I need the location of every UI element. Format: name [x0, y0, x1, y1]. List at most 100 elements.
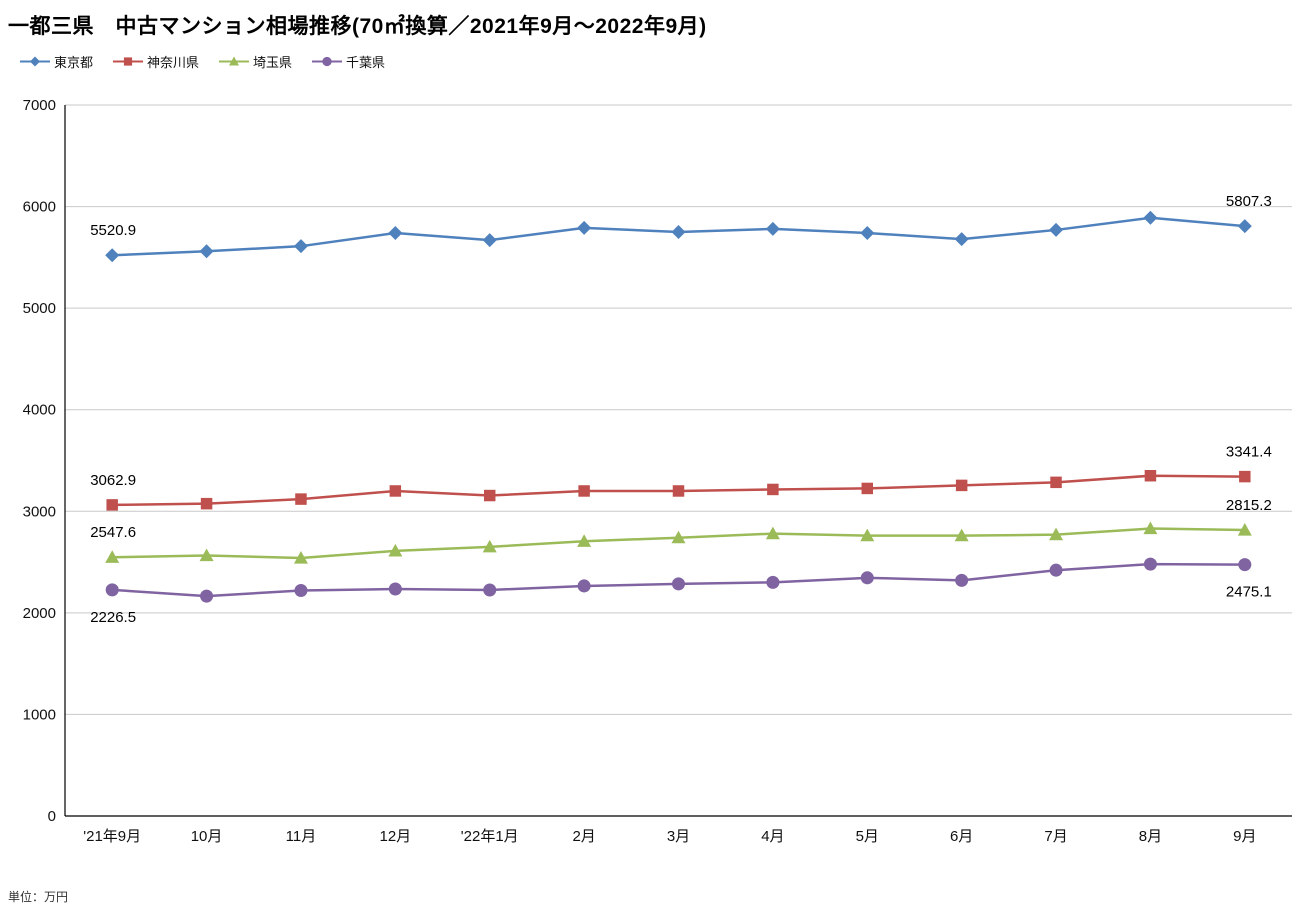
marker-circle-icon: [671, 577, 686, 591]
marker-diamond-icon: [671, 224, 686, 239]
x-tick-label: 9月: [1233, 828, 1256, 845]
first-point-label: 2226.5: [90, 609, 136, 626]
x-tick-label: 4月: [761, 828, 784, 845]
marker-triangle-icon: [1237, 523, 1252, 536]
x-tick-label: 10月: [191, 828, 223, 845]
first-point-label: 2547.6: [90, 524, 136, 541]
legend-label: 千葉県: [346, 54, 386, 70]
marker-diamond-icon: [577, 220, 592, 235]
legend: 東京都 神奈川県 埼玉県 千葉県: [20, 52, 1299, 71]
marker-square-icon: [578, 485, 590, 497]
marker-triangle-icon: [482, 539, 497, 553]
marker-diamond-icon: [30, 56, 40, 66]
x-tick-label: 11月: [286, 828, 317, 845]
marker-triangle-icon: [1143, 521, 1158, 535]
marker-circle-icon: [1238, 558, 1252, 572]
marker-square-icon: [955, 479, 968, 492]
marker-diamond-icon: [765, 221, 780, 236]
marker-diamond-icon: [954, 232, 969, 247]
marker-square-icon: [200, 497, 213, 510]
series-0: 5520.9 5807.3: [90, 193, 1272, 263]
marker-circle-icon: [766, 575, 780, 589]
marker-circle-icon: [860, 571, 874, 585]
chart-title: 一都三県 中古マンション相場推移(70㎡換算／2021年9月～2022年9月): [8, 15, 707, 38]
marker-triangle-icon: [577, 534, 592, 547]
marker-circle-icon: [322, 56, 332, 66]
marker-triangle-icon: [105, 550, 120, 563]
series-3: 2226.5 2475.1: [90, 557, 1272, 626]
y-tick-label: 4000: [23, 402, 56, 419]
marker-circle-icon: [483, 583, 497, 597]
marker-square-icon: [483, 489, 496, 502]
legend-item-3: 千葉県: [312, 52, 385, 71]
marker-square-icon: [123, 56, 133, 66]
marker-circle-icon: [1143, 557, 1157, 571]
last-point-label: 3341.4: [1226, 444, 1272, 461]
last-point-label: 2815.2: [1226, 497, 1272, 514]
last-point-label: 2475.1: [1226, 584, 1272, 601]
marker-square-icon: [1144, 469, 1157, 482]
marker-triangle-icon: [765, 526, 780, 540]
marker-diamond-icon: [1237, 219, 1252, 234]
marker-diamond-icon: [293, 239, 308, 254]
marker-circle-icon: [200, 589, 214, 603]
y-tick-label: 3000: [23, 503, 56, 520]
marker-circle-icon: [388, 582, 402, 596]
legend-label: 神奈川県: [147, 54, 200, 70]
marker-triangle-icon: [1049, 527, 1064, 541]
chart-page: { "title": "一都三県 中古マンション相場推移(70㎡換算／2021年…: [0, 14, 1299, 911]
marker-square-icon: [389, 485, 402, 497]
marker-diamond-icon: [1143, 210, 1158, 225]
y-tick-label: 1000: [23, 706, 56, 723]
marker-square-icon: [1050, 476, 1062, 489]
legend-marker-icon: [219, 56, 250, 65]
marker-square-icon: [672, 485, 685, 497]
marker-circle-icon: [294, 584, 308, 598]
marker-circle-icon: [577, 579, 591, 593]
line-chart: 0 1000 2000 3000 4000 5000 6000 7000 '21年9月 10月 11…: [23, 97, 1292, 845]
marker-diamond-icon: [482, 233, 497, 248]
x-tick-label: 8月: [1139, 828, 1162, 845]
x-tick-label: '21年9月: [83, 828, 141, 845]
marker-diamond-icon: [105, 248, 120, 263]
marker-diamond-icon: [860, 225, 875, 240]
legend-label: 埼玉県: [253, 54, 293, 70]
legend-marker-icon: [312, 56, 343, 66]
y-tick-label: 2000: [23, 605, 56, 622]
x-tick-label: '22年1月: [461, 828, 519, 845]
x-tick-label: 3月: [667, 828, 690, 845]
marker-triangle-icon: [293, 551, 308, 564]
y-tick-label: 6000: [23, 199, 56, 216]
y-tick-label: 5000: [23, 300, 56, 317]
first-point-label: 5520.9: [90, 222, 136, 239]
legend-item-2: 埼玉県: [219, 52, 292, 71]
legend-item-0: 東京都: [20, 52, 93, 71]
marker-triangle-icon: [229, 56, 240, 65]
marker-triangle-icon: [954, 528, 969, 542]
marker-square-icon: [1239, 470, 1251, 483]
marker-square-icon: [767, 483, 779, 496]
x-tick-label: 5月: [856, 828, 879, 845]
series-2: 2547.6 2815.2: [90, 497, 1272, 564]
x-tick-label: 12月: [380, 828, 412, 845]
x-tick-label: 2月: [572, 828, 595, 845]
marker-square-icon: [861, 482, 874, 495]
marker-circle-icon: [105, 583, 119, 597]
marker-square-icon: [295, 493, 307, 505]
legend-marker-icon: [20, 56, 50, 66]
first-point-label: 3062.9: [90, 472, 136, 489]
marker-diamond-icon: [388, 225, 403, 240]
marker-diamond-icon: [199, 244, 214, 259]
marker-diamond-icon: [1049, 222, 1064, 237]
y-tick-label: 0: [48, 808, 56, 825]
marker-square-icon: [106, 499, 118, 511]
legend-item-1: 神奈川県: [113, 52, 199, 71]
marker-circle-icon: [955, 573, 969, 587]
marker-triangle-icon: [388, 543, 403, 557]
x-tick-label: 6月: [950, 828, 973, 845]
series-1: 3062.9 3341.4: [90, 444, 1272, 511]
legend-label: 東京都: [54, 54, 94, 70]
marker-triangle-icon: [199, 548, 214, 562]
last-point-label: 5807.3: [1226, 193, 1272, 210]
y-tick-label: 7000: [23, 97, 56, 114]
